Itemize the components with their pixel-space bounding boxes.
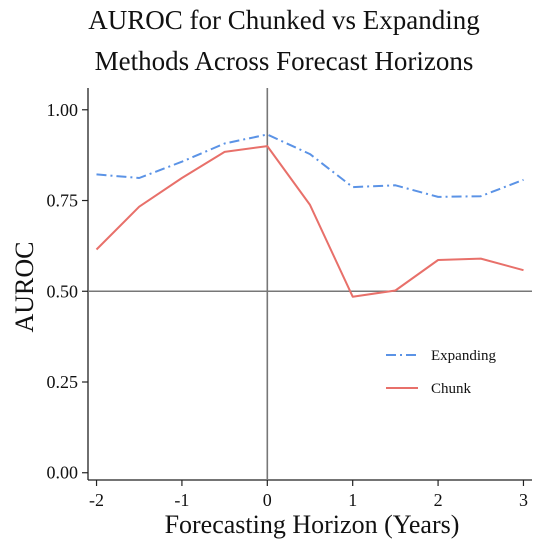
plot-frame bbox=[87, 88, 532, 481]
y-axis-ticks: 0.00 0.25 0.50 0.75 1.00 bbox=[47, 100, 88, 483]
y-tick-label: 0.50 bbox=[47, 281, 79, 301]
y-axis-label: AUROC bbox=[10, 241, 39, 332]
x-tick-label: 1 bbox=[348, 490, 357, 510]
chart-title-line-2: Methods Across Forecast Horizons bbox=[95, 46, 474, 76]
y-tick-label: 1.00 bbox=[47, 100, 79, 120]
x-axis-ticks: -2 -1 0 1 2 3 bbox=[89, 480, 528, 510]
series-line-chunk bbox=[95, 145, 524, 298]
legend-label-chunk: Chunk bbox=[431, 381, 472, 397]
reference-lines bbox=[88, 88, 532, 480]
series-layer bbox=[95, 133, 524, 298]
series-line-expanding bbox=[96, 133, 524, 198]
legend: Expanding Chunk bbox=[386, 348, 496, 397]
chart-title-line-1: AUROC for Chunked vs Expanding bbox=[88, 5, 479, 35]
y-tick-label: 0.25 bbox=[47, 372, 79, 392]
x-tick-label: 2 bbox=[434, 490, 443, 510]
x-tick-label: 3 bbox=[519, 490, 528, 510]
y-tick-label: 0.00 bbox=[47, 463, 79, 483]
y-tick-label: 0.75 bbox=[47, 191, 79, 211]
x-tick-label: -2 bbox=[89, 490, 104, 510]
x-tick-label: 0 bbox=[263, 490, 272, 510]
legend-label-expanding: Expanding bbox=[431, 348, 496, 364]
x-axis-label: Forecasting Horizon (Years) bbox=[165, 510, 460, 539]
x-tick-label: -1 bbox=[174, 490, 189, 510]
